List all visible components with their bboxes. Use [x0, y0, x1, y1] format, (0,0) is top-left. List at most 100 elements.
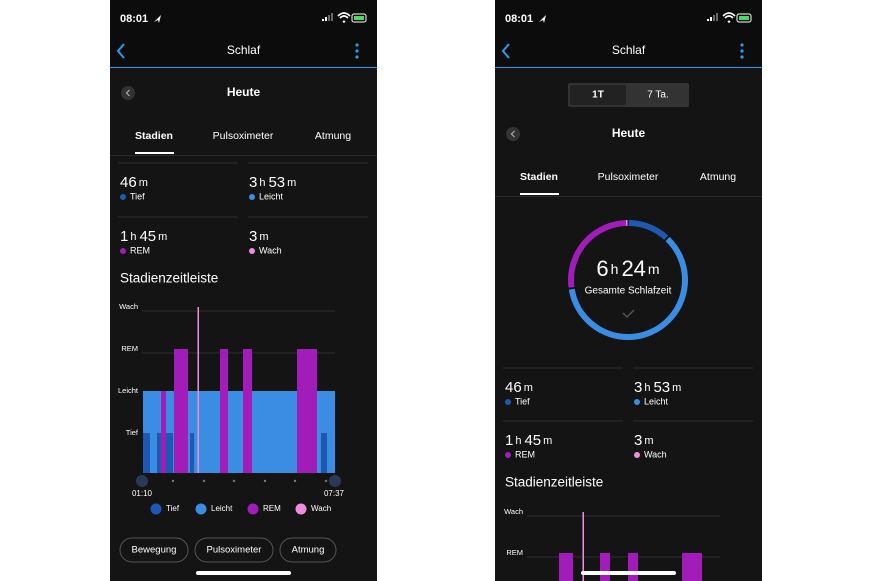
- menu-dot[interactable]: [355, 49, 359, 53]
- location-icon: [154, 15, 161, 23]
- pill-button[interactable]: [194, 537, 274, 563]
- tab[interactable]: Pulsoximeter: [598, 171, 659, 183]
- hour-dot: [232, 479, 236, 483]
- minutes-unit: m: [287, 177, 296, 189]
- start-time: 01:10: [132, 489, 153, 498]
- stat-dot: [120, 248, 126, 254]
- minutes: 24: [621, 256, 645, 281]
- tab[interactable]: Stadien: [135, 130, 173, 142]
- alarm-icon: [329, 475, 341, 487]
- hours-unit: h: [644, 382, 650, 394]
- hours: 3: [249, 174, 257, 191]
- range-option[interactable]: 7 Ta.: [647, 90, 669, 101]
- tab[interactable]: Atmung: [700, 171, 736, 183]
- total-label: Gesamte Schlafzeit: [585, 286, 672, 297]
- prev-day[interactable]: [506, 127, 520, 141]
- range-option[interactable]: 1T: [592, 90, 604, 101]
- menu-dot[interactable]: [740, 43, 744, 47]
- duration: 3 h 53 m: [634, 379, 681, 396]
- pill-label[interactable]: Atmung: [292, 545, 325, 556]
- minutes-unit: m: [648, 261, 660, 277]
- section-title: Stadienzeitleiste: [120, 271, 218, 286]
- stat-label: Wach: [644, 449, 667, 459]
- back-button[interactable]: [501, 43, 510, 59]
- tab-underline: [520, 193, 559, 195]
- range-selected: [570, 85, 626, 105]
- home-indicator: [581, 571, 676, 575]
- level-label: Wach: [504, 507, 523, 516]
- stage-rem: [174, 349, 188, 473]
- stat-label: Tief: [130, 191, 145, 201]
- legend-label: Tief: [166, 504, 180, 513]
- stage-rem: [161, 391, 166, 473]
- signal-bar: [322, 19, 324, 21]
- stage-deep: [157, 433, 162, 473]
- hours: 6: [596, 256, 608, 281]
- back-button[interactable]: [116, 43, 125, 59]
- phone-screen: 08:01 Schlaf Heute Stadien Pulsoximeter Atmun…: [110, 0, 377, 581]
- top-bar: [495, 0, 762, 67]
- pill-button[interactable]: [119, 537, 189, 563]
- hour-dot: [202, 479, 206, 483]
- duration: 3 h 53 m: [249, 174, 296, 191]
- legend-dot: [247, 503, 259, 515]
- stage-rem: [600, 553, 610, 581]
- stat-dot: [120, 194, 126, 200]
- duration: 1 h 45 m: [505, 432, 552, 449]
- pill-button[interactable]: [279, 537, 337, 563]
- stat-dot: [634, 452, 640, 458]
- menu-dot[interactable]: [355, 43, 359, 47]
- stat-dot: [505, 399, 511, 405]
- duration: 46 m: [120, 174, 148, 191]
- level-label: REM: [506, 548, 523, 557]
- end-time: 07:37: [324, 489, 345, 498]
- sleep-icon: [136, 475, 148, 487]
- legend-dot: [195, 503, 207, 515]
- hour-dot: [324, 479, 328, 483]
- stage-rem: [220, 349, 228, 473]
- stat-dot: [634, 399, 640, 405]
- tab[interactable]: Atmung: [315, 130, 351, 142]
- check-icon: [622, 309, 635, 319]
- minutes-unit: m: [543, 435, 552, 447]
- hours: 1: [505, 432, 513, 449]
- tab-underline: [135, 152, 174, 154]
- status-time: 08:01: [505, 13, 533, 25]
- menu-dot[interactable]: [355, 55, 359, 59]
- stage-rem: [682, 553, 702, 581]
- stat-label: REM: [515, 449, 535, 459]
- tab[interactable]: Pulsoximeter: [213, 130, 274, 142]
- hours: 3: [634, 379, 642, 396]
- hours: 1: [120, 228, 128, 245]
- phone-screen: 08:01 Schlaf 1T 7 Ta. Heute Stadien Pulsoximet…: [495, 0, 762, 581]
- stat-dot: [249, 248, 255, 254]
- ring-segment: [568, 220, 688, 340]
- signal-bar: [716, 13, 718, 21]
- stat-label: Leicht: [644, 396, 669, 406]
- legend-label: REM: [263, 504, 281, 513]
- minutes-unit: m: [139, 177, 148, 189]
- date-title: Heute: [227, 85, 261, 99]
- level-label: Tief: [126, 428, 139, 437]
- battery-icon: [736, 13, 752, 23]
- signal-bar: [325, 17, 327, 21]
- pill-label[interactable]: Pulsoximeter: [207, 545, 262, 556]
- duration: 46 m: [505, 379, 533, 396]
- menu-dot[interactable]: [740, 55, 744, 59]
- tab[interactable]: Stadien: [520, 171, 558, 183]
- stat-dot: [505, 452, 511, 458]
- stage-wake: [197, 307, 199, 473]
- prev-day[interactable]: [121, 86, 135, 100]
- battery-level: [739, 16, 749, 20]
- hour-dot: [293, 479, 297, 483]
- level-label: Leicht: [118, 386, 139, 395]
- pill-label[interactable]: Bewegung: [132, 545, 177, 556]
- menu-dot[interactable]: [740, 49, 744, 53]
- signal-bar: [710, 17, 712, 21]
- stat-label: Tief: [515, 396, 530, 406]
- stage-deep: [321, 433, 327, 473]
- prev-chevron: [510, 130, 515, 138]
- duration: 6 h 24 m: [596, 256, 659, 281]
- signal-bar: [331, 13, 333, 21]
